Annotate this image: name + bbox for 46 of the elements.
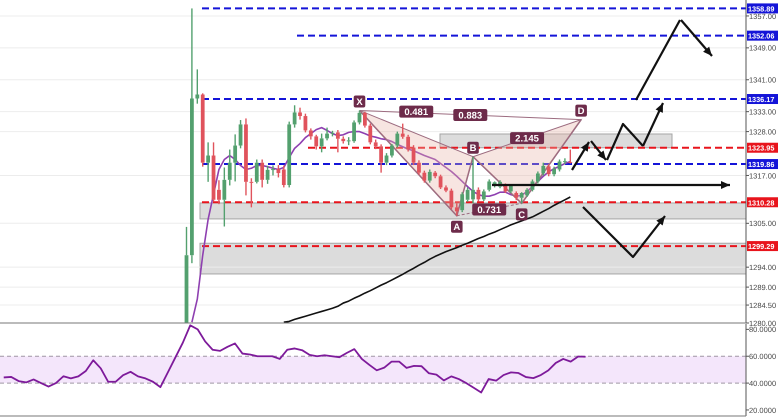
candlestick	[292, 104, 297, 128]
annotation: C	[518, 210, 526, 221]
candlestick	[395, 130, 400, 148]
candlestick	[368, 122, 372, 146]
candlestick	[238, 119, 242, 150]
candlestick	[266, 165, 270, 185]
candlestick	[260, 158, 264, 188]
annotation: 0.481	[404, 107, 429, 118]
candlestick	[390, 143, 394, 158]
candlestick	[438, 174, 442, 190]
candlestick	[363, 110, 367, 128]
candlestick	[254, 158, 259, 184]
candlestick	[476, 186, 480, 202]
annotation: B	[470, 143, 477, 154]
annotation: 0.731	[477, 205, 502, 216]
candlestick	[304, 112, 308, 134]
candlestick	[314, 134, 318, 150]
candlestick	[190, 8, 194, 264]
annotation: 0.883	[458, 110, 482, 122]
candlestick	[536, 170, 540, 184]
candlestick	[422, 170, 426, 184]
candlestick	[514, 190, 518, 201]
candlestick	[222, 166, 226, 228]
annotation: 2.145	[515, 134, 540, 145]
line-series	[2, 324, 587, 394]
candlestick	[400, 122, 405, 140]
candlestick	[308, 128, 313, 140]
candlestick	[233, 134, 238, 182]
candlestick	[417, 160, 421, 176]
candlestick	[320, 132, 324, 154]
candlestick	[449, 188, 454, 210]
candlestick	[454, 202, 459, 216]
line-series	[283, 196, 572, 323]
candlestick	[206, 142, 210, 183]
candlestick	[228, 148, 232, 186]
candlestick	[195, 68, 200, 104]
annotation: A	[453, 222, 460, 234]
annotation: X	[356, 96, 364, 108]
candlestick	[546, 164, 551, 177]
candlestick	[336, 129, 340, 154]
candlestick	[374, 138, 378, 150]
candlestick	[287, 120, 292, 188]
candlestick	[541, 162, 546, 176]
candlestick	[482, 188, 486, 202]
candlestick	[379, 144, 383, 174]
annotation: D	[578, 106, 585, 118]
